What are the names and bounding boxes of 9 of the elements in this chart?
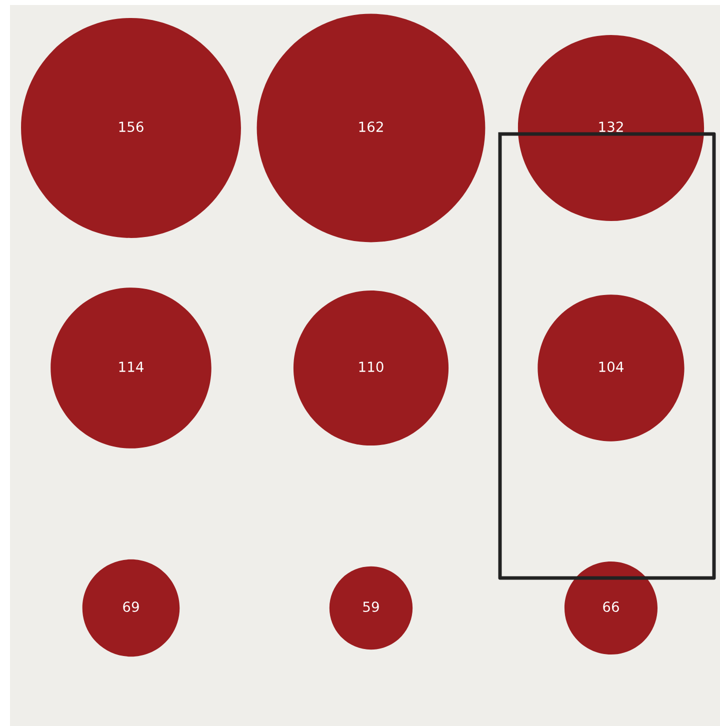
data-label: 69 [123, 602, 139, 612]
data-label: 66 [603, 602, 619, 612]
data-label: 156 [119, 122, 144, 132]
data-label: 110 [359, 362, 384, 372]
data-label: 104 [599, 362, 624, 372]
data-label: 132 [599, 122, 623, 132]
data-label: 59 [363, 602, 379, 612]
data-label: 162 [359, 122, 383, 132]
data-label: 114 [119, 362, 144, 372]
